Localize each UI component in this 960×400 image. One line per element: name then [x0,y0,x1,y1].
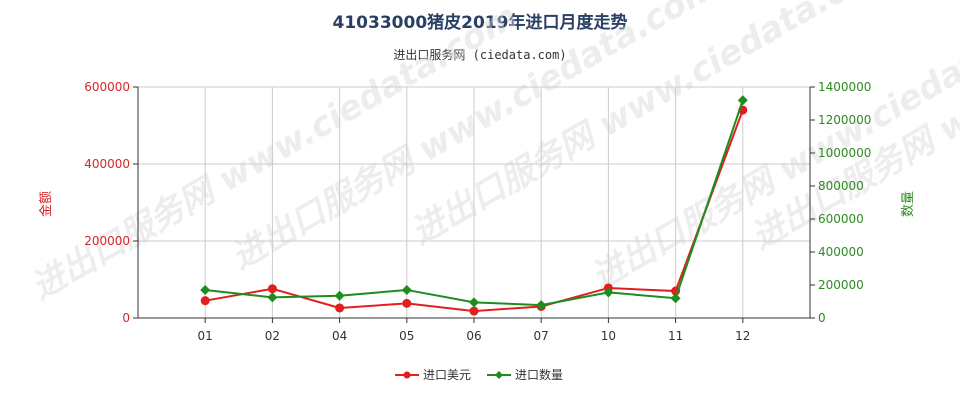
left-tick-label: 0 [122,311,130,325]
legend: 进口美元 进口数量 [395,367,563,382]
axes: 0 200000 400000 600000 0 200000 400000 600000 80… [84,80,871,343]
x-tick-label: 04 [332,329,347,343]
right-tick-label: 1400000 [818,80,871,94]
grid-lines [138,86,810,319]
quantity-legend-label: 进口数量 [515,367,563,382]
amount-legend-label: 进口美元 [423,368,471,382]
quantity-data-point [536,300,547,311]
right-tick-label: 1000000 [818,146,871,160]
amount-data-point [267,284,277,294]
x-tick-label: 10 [601,329,616,343]
quantity-data-point [200,284,211,295]
right-tick-label: 400000 [818,245,864,259]
amount-data-point [402,298,412,308]
quantity-legend-marker [495,371,503,379]
quantity-data-point [670,293,681,304]
x-tick-label: 02 [265,329,280,343]
quantity-data-point [334,290,345,301]
chart-title: 41033000猪皮2019年进口月度走势 [332,13,628,33]
quantity-data-point [603,287,614,298]
quantity-data-point [267,292,278,303]
right-tick-label: 800000 [818,179,864,193]
left-tick-label: 600000 [84,80,130,94]
right-tick-label: 0 [818,311,826,325]
amount-legend-marker [403,371,411,379]
quantity-data-point [401,284,412,295]
amount-data-point [335,303,345,313]
amount-data-point [200,296,210,306]
x-tick-label: 01 [198,329,213,343]
amount-data-point [469,306,479,316]
right-tick-label: 1200000 [818,113,871,127]
x-tick-label: 12 [735,329,750,343]
left-tick-label: 200000 [84,234,130,248]
right-axis-label: 数量 [901,191,916,217]
quantity-data-point [469,297,479,308]
left-axis-label: 金额 [38,191,54,217]
quantity-data-point [737,95,748,106]
x-tick-label: 06 [466,329,481,343]
right-tick-label: 200000 [818,278,864,292]
right-tick-label: 600000 [818,212,864,226]
x-tick-label: 05 [399,329,414,343]
x-tick-label: 11 [668,329,683,343]
left-tick-label: 400000 [84,157,130,171]
chart-subtitle: 进出口服务网 (ciedata.com) [393,48,567,62]
x-tick-label: 07 [534,329,549,343]
series-layer [200,95,748,316]
